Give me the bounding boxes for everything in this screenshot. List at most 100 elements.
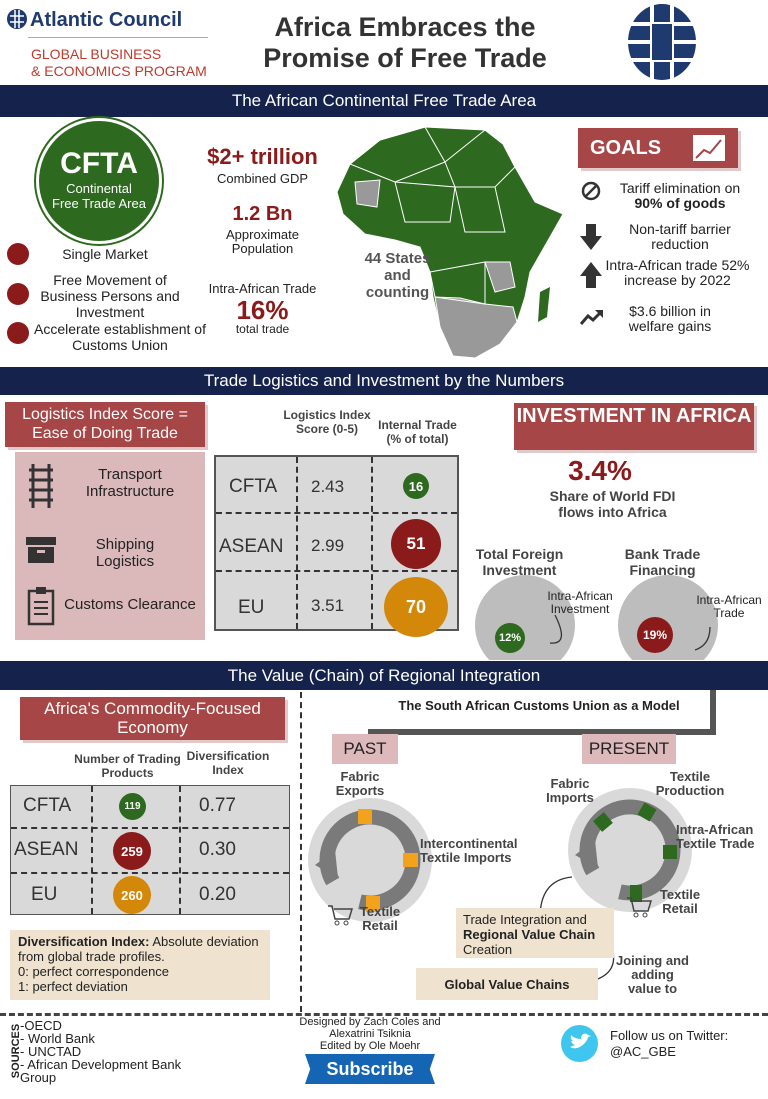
logistics-panel: Transport Infrastructure Shipping Logist… (15, 452, 205, 640)
twitter-handle[interactable]: @AC_GBE (610, 1044, 676, 1059)
arrow-down-icon (580, 224, 602, 250)
goals-title: GOALS (590, 137, 662, 159)
program-line-1: GLOBAL BUSINESS (31, 46, 162, 62)
sacu-title: The South African Customs Union as a Mod… (368, 690, 716, 735)
cfta-bullet: Accelerate establishment of Customs Unio… (34, 321, 206, 353)
divider (371, 457, 373, 629)
bullet-icon (7, 283, 29, 305)
logistics-item: Transport Infrastructure (85, 466, 175, 500)
regional-chain-box: Trade Integration and Regional Value Chai… (456, 908, 614, 958)
program-line-2: & ECONOMICS PROGRAM (31, 63, 207, 79)
chain-label: Intra-African Textile Trade (676, 822, 755, 851)
pie-title: Bank Trade Financing (624, 546, 701, 578)
cfta-bullet: Single Market (62, 246, 148, 262)
pie-total (475, 575, 575, 660)
chart-growth-icon (693, 135, 725, 161)
section-header: The Value (Chain) of Regional Integratio… (0, 661, 768, 690)
row-name: EU (238, 597, 265, 618)
cfta-name-1: Continental (66, 181, 132, 196)
divider (28, 37, 208, 38)
goal-item: Intra-African trade 52% increase by 2022 (605, 257, 750, 288)
pie-title: Total Foreign Investment (475, 546, 564, 578)
chain-label: Textile Production (655, 769, 725, 798)
note-bold: Diversification Index: (18, 934, 150, 949)
integration-text: Creation (463, 942, 513, 957)
org-name: Atlantic Council (30, 9, 183, 31)
sources-list: -OECD - World Bank - UNCTAD - African Devel… (20, 1019, 190, 1084)
states-count: 44 States and counting (364, 250, 431, 301)
section-header: Trade Logistics and Investment by the Nu… (0, 367, 768, 395)
trade-label: Intra-African Trade (208, 281, 317, 296)
chain-label: Fabric Imports (546, 776, 594, 805)
chain-label: Intercontinental Textile Imports (420, 836, 518, 865)
cfta-acronym: CFTA (60, 147, 138, 180)
integration-bold: Regional Value Chain (463, 927, 596, 942)
source-item: - World Bank (20, 1031, 95, 1046)
integration-text: Trade Integration and (463, 912, 587, 927)
title-line-1: Africa Embraces the (274, 12, 536, 42)
credits: Designed by Zach Coles and Alexatrini Tsi… (280, 1016, 460, 1052)
row-name: ASEAN (14, 839, 79, 860)
row-name: ASEAN (219, 536, 284, 557)
row-score: 3.51 (311, 596, 345, 615)
box-icon (26, 537, 56, 563)
goal-item: $3.6 billion in welfare gains (628, 303, 712, 334)
bullet-icon (7, 322, 29, 344)
present-label: PRESENT (582, 734, 676, 764)
divider (216, 512, 457, 514)
column-header: Logistics Index Score (0-5) (283, 408, 371, 436)
note-0: 0: perfect correspondence (18, 964, 170, 979)
africa-map (336, 126, 564, 359)
commodity-title: Africa's Commodity-Focused Economy (20, 697, 285, 740)
subscribe-button[interactable]: Subscribe (305, 1054, 435, 1084)
pie-slice-value: 19% (637, 617, 673, 653)
shopping-cart-icon (328, 905, 353, 926)
goal-text: Tariff elimination on (619, 180, 741, 196)
row-name: CFTA (229, 476, 278, 497)
products-bubble: 119 (119, 793, 146, 820)
products-bubble: 259 (113, 832, 151, 870)
diversification-index: 0.20 (199, 884, 236, 905)
divider (91, 786, 93, 914)
source-item: - UNCTAD (20, 1044, 82, 1059)
logistics-item: Shipping Logistics (95, 536, 155, 570)
page-title: Africa Embraces the Promise of Free Trade (225, 12, 585, 74)
title-line-2: Promise of Free Trade (263, 43, 547, 73)
arrow-up-icon (580, 262, 602, 288)
goal-item: Non-tariff barrier reduction (629, 221, 731, 252)
value-chain-diagram (308, 788, 692, 983)
internal-trade-bubble: 70 (384, 577, 448, 637)
diversification-note: Diversification Index: Absolute deviatio… (10, 930, 270, 1000)
pie-slice-value: 12% (495, 623, 525, 653)
credits-line: Edited by Ole Moehr (319, 1040, 421, 1052)
railway-icon (29, 464, 53, 508)
column-header: Internal Trade (% of total) (378, 418, 457, 446)
column-header: Number of Trading Products (74, 752, 181, 780)
population-value: 1.2 Bn (232, 203, 293, 225)
divider (11, 827, 289, 829)
program-name: GLOBAL BUSINESS & ECONOMICS PROGRAM (31, 46, 207, 80)
logistics-table: CFTA 2.43 16 ASEAN 2.99 51 EU 3.51 70 (214, 455, 459, 637)
population-label: Approximate Population (226, 227, 299, 256)
row-name: EU (31, 884, 58, 905)
past-label: PAST (332, 734, 398, 764)
note-text: Absolute deviation from global trade pro… (18, 934, 259, 964)
cfta-name: Continental Free Trade Area (39, 181, 159, 211)
divider (0, 1013, 768, 1016)
gdp-label: Combined GDP (216, 171, 309, 186)
pie-label: Intra-African Investment (547, 589, 613, 616)
goals-header: GOALS (578, 128, 738, 168)
row-score: 2.99 (311, 536, 345, 555)
credits-line: Designed by Zach Coles and (299, 1016, 441, 1028)
arrow-icon (549, 614, 562, 644)
fdi-share-label: Share of World FDI flows into Africa (549, 488, 676, 520)
source-item: -OECD (20, 1018, 62, 1033)
cfta-badge: CFTA Continental Free Trade Area (36, 118, 162, 244)
credits-line: Alexatrini Tsiknia (329, 1028, 411, 1040)
logistics-title: Logistics Index Score = Ease of Doing Tr… (5, 402, 205, 447)
goal-bold: 90% of goods (634, 195, 726, 211)
divider (296, 457, 298, 629)
twitter-icon[interactable] (561, 1025, 598, 1062)
pie-label: Intra-African Trade (696, 593, 762, 620)
prohibited-icon (581, 181, 601, 201)
